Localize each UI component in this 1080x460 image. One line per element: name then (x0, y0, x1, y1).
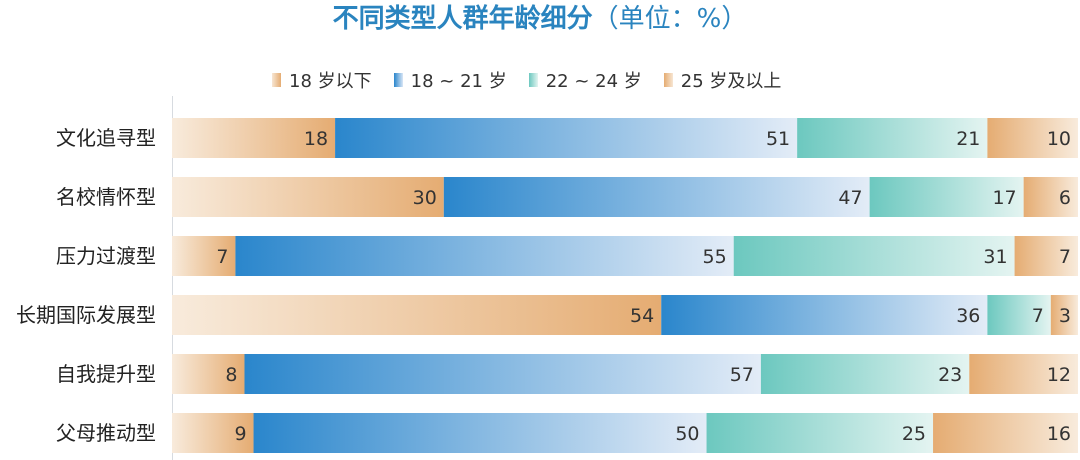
category-label: 自我提升型 (56, 362, 156, 386)
bar-segment-s3 (933, 413, 1078, 453)
chart-title-row: 不同类型人群年龄细分（单位：%） (0, 2, 1080, 38)
bar-segment-s1 (443, 177, 870, 217)
data-label: 36 (956, 305, 980, 327)
bar-segment-s0 (172, 118, 336, 158)
swatch-orange-icon (272, 73, 281, 87)
data-label: 25 (902, 423, 926, 445)
bar-segment-s2 (987, 295, 1051, 335)
legend-label: 25 岁及以上 (680, 71, 782, 92)
bar-segment-s2 (760, 354, 970, 394)
bar-segment-s3 (1050, 295, 1078, 335)
swatch-blue-icon (393, 73, 403, 87)
bar-segment-s3 (1023, 177, 1078, 217)
data-label: 7 (1032, 305, 1044, 327)
bar-segment-s0 (172, 354, 245, 394)
chart-title: 不同类型人群年龄细分 (332, 4, 593, 34)
swatch-orange-icon (663, 73, 673, 87)
legend-item-25-plus: 25 岁及以上 (663, 67, 782, 93)
data-label: 16 (1047, 423, 1071, 445)
category-label: 长期国际发展型 (16, 303, 156, 327)
bar-segment-s2 (733, 236, 1015, 276)
data-label: 57 (730, 364, 754, 386)
data-label: 30 (413, 187, 437, 209)
bar-segment-s0 (172, 413, 254, 453)
data-label: 47 (838, 187, 862, 209)
bar-segment-s1 (235, 236, 734, 276)
data-label: 54 (630, 305, 654, 327)
bar-segment-s3 (969, 354, 1078, 394)
category-label: 文化追寻型 (56, 126, 156, 150)
data-label: 51 (766, 128, 790, 150)
data-label: 7 (1059, 246, 1071, 268)
bar-segment-s2 (869, 177, 1024, 217)
bar-segment-s3 (987, 118, 1078, 158)
bar-segment-s2 (706, 413, 934, 453)
data-label: 3 (1059, 305, 1071, 327)
swatch-teal-icon (528, 73, 538, 87)
chart-legend: 18 岁以下 18 ~ 21 岁 22 ~ 24 岁 25 岁及以上 (272, 66, 803, 94)
data-label: 7 (216, 246, 228, 268)
data-label: 18 (304, 128, 328, 150)
data-label: 6 (1059, 187, 1071, 209)
bar-segment-s0 (172, 295, 662, 335)
legend-label: 18 ~ 21 岁 (410, 71, 507, 92)
data-label: 23 (938, 364, 962, 386)
data-label: 17 (992, 187, 1016, 209)
legend-item-22-24: 22 ~ 24 岁 (528, 67, 642, 93)
data-label: 8 (225, 364, 237, 386)
bar-segment-s1 (335, 118, 798, 158)
bar-segment-s3 (1014, 236, 1078, 276)
data-label: 31 (983, 246, 1007, 268)
data-label: 50 (675, 423, 699, 445)
category-label: 名校情怀型 (56, 185, 156, 209)
data-label: 55 (703, 246, 727, 268)
bar-segment-s0 (172, 177, 444, 217)
legend-item-under-18: 18 岁以下 (272, 67, 372, 93)
category-label: 父母推动型 (56, 421, 156, 445)
bar-segment-s0 (172, 236, 236, 276)
bar-segment-s1 (661, 295, 988, 335)
legend-item-18-21: 18 ~ 21 岁 (393, 67, 507, 93)
legend-label: 18 岁以下 (289, 71, 372, 92)
category-label: 压力过渡型 (56, 244, 156, 268)
data-label: 12 (1047, 364, 1071, 386)
data-label: 10 (1047, 128, 1071, 150)
bar-segment-s1 (253, 413, 707, 453)
bar-segment-s2 (797, 118, 988, 158)
legend-label: 22 ~ 24 岁 (545, 71, 642, 92)
bar-segment-s1 (244, 354, 761, 394)
data-label: 9 (234, 423, 246, 445)
data-label: 21 (956, 128, 980, 150)
chart-unit-label: （单位：%） (592, 4, 748, 34)
